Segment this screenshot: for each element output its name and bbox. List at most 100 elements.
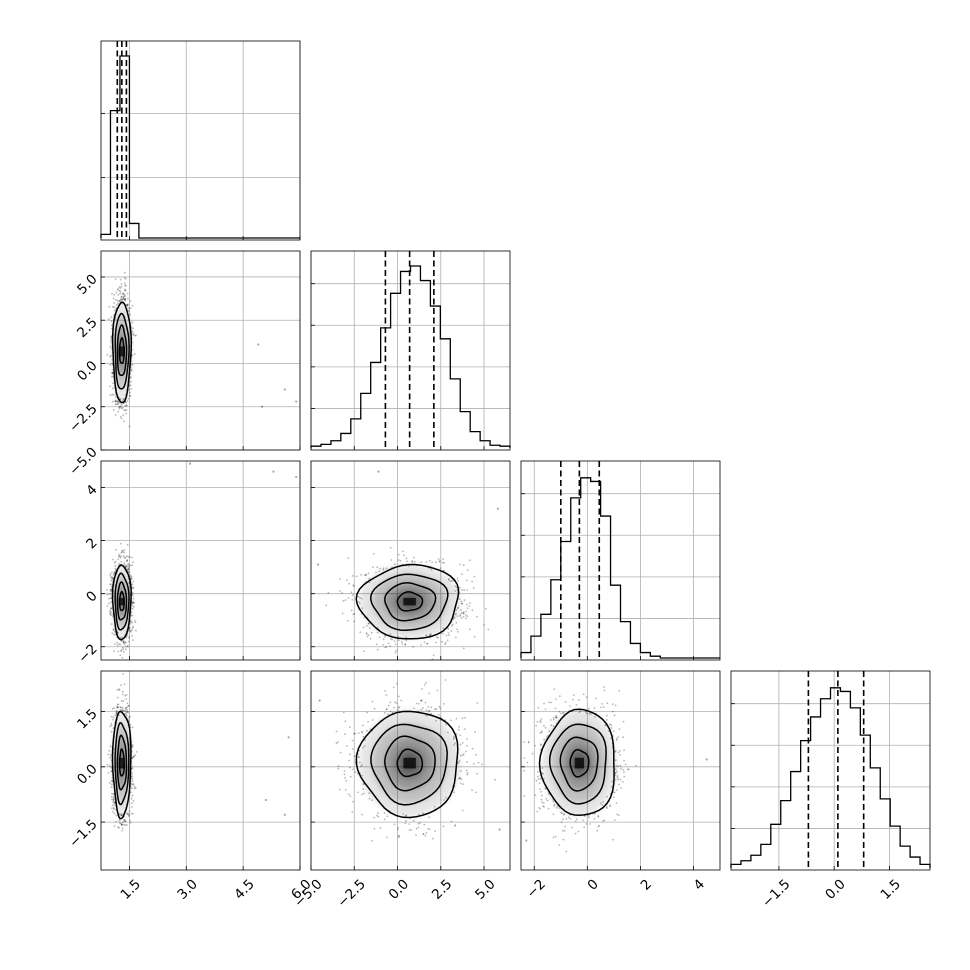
y-tick-label: −2 <box>75 641 100 666</box>
y-tick-label: −2.5 <box>66 401 100 435</box>
sample-point <box>397 709 400 711</box>
sample-point <box>539 720 542 722</box>
sample-point <box>460 609 462 611</box>
sample-point <box>397 559 400 561</box>
sample-point <box>543 805 545 808</box>
sample-point <box>555 717 558 719</box>
sample-point <box>394 701 396 703</box>
sample-point <box>109 593 112 595</box>
sample-point <box>422 833 425 835</box>
sample-point <box>131 363 134 366</box>
sample-point <box>120 403 123 406</box>
outlier-point <box>498 828 501 831</box>
sample-point <box>128 813 130 816</box>
sample-point <box>398 695 400 698</box>
sample-point <box>398 834 401 837</box>
sample-point <box>131 304 134 307</box>
sample-point <box>405 639 408 642</box>
sample-point <box>112 798 115 800</box>
sample-point <box>106 605 109 607</box>
sample-point <box>426 642 428 645</box>
sample-point <box>539 777 542 780</box>
sample-point <box>110 730 113 733</box>
sample-point <box>133 606 135 608</box>
sample-point <box>405 820 407 822</box>
sample-point <box>613 819 616 821</box>
sample-point <box>126 560 128 563</box>
sample-point <box>378 636 381 639</box>
outlier-point <box>525 839 528 842</box>
sample-point <box>135 629 137 632</box>
sample-point <box>123 556 126 559</box>
sample-point <box>386 836 388 839</box>
sample-point <box>606 702 609 705</box>
sample-point <box>130 630 132 633</box>
sample-point <box>129 384 132 387</box>
sample-point <box>385 708 388 710</box>
sample-point <box>119 654 122 657</box>
sample-point <box>626 768 629 771</box>
sample-point <box>130 575 133 578</box>
sample-point <box>346 579 348 581</box>
sample-point <box>447 632 450 634</box>
sample-point <box>126 710 129 713</box>
sample-point <box>131 806 133 808</box>
sample-point <box>553 803 556 806</box>
sample-point <box>413 560 416 563</box>
sample-point <box>135 334 137 337</box>
sample-point <box>353 620 355 623</box>
sample-point <box>110 597 112 599</box>
sample-point <box>536 720 539 723</box>
sample-point <box>460 617 463 619</box>
sample-point <box>123 650 125 653</box>
sample-point <box>116 706 119 709</box>
sample-point <box>443 562 445 564</box>
sample-point <box>121 297 124 300</box>
sample-point <box>113 825 116 827</box>
sample-point <box>131 757 134 760</box>
sample-point <box>466 589 469 591</box>
sample-point <box>477 761 480 764</box>
sample-point <box>459 777 462 780</box>
sample-point <box>121 823 123 826</box>
sample-point <box>373 816 375 819</box>
sample-point <box>411 560 414 562</box>
density-peak <box>118 597 125 606</box>
sample-point <box>359 631 362 634</box>
sample-point <box>120 824 123 827</box>
sample-point <box>118 289 121 292</box>
sample-point <box>129 622 132 625</box>
sample-point <box>425 681 427 684</box>
sample-point <box>114 804 116 807</box>
sample-point <box>121 707 124 709</box>
sample-point <box>412 646 414 648</box>
sample-point <box>131 614 134 617</box>
sample-point <box>112 707 114 710</box>
sample-point <box>123 549 126 551</box>
sample-point <box>129 574 132 577</box>
sample-point <box>134 754 137 756</box>
sample-point <box>113 634 115 636</box>
contour-line <box>370 573 449 632</box>
sample-point <box>125 404 128 407</box>
sample-point <box>131 564 134 567</box>
sample-point <box>610 724 613 727</box>
sample-point <box>403 554 405 557</box>
sample-point <box>113 792 115 795</box>
sample-point <box>128 425 131 428</box>
sample-point <box>131 794 134 797</box>
sample-point <box>109 589 112 591</box>
sample-point <box>120 650 123 652</box>
sample-point <box>371 839 373 842</box>
sample-point <box>562 712 564 714</box>
sample-point <box>459 615 462 617</box>
sample-point <box>352 585 355 587</box>
sample-point <box>466 738 469 740</box>
sample-point <box>123 271 126 274</box>
sample-point <box>444 723 447 726</box>
sample-point <box>122 550 125 552</box>
sample-point <box>462 753 465 755</box>
sample-point <box>131 778 134 780</box>
x-tick-label: −5.0 <box>291 876 325 910</box>
sample-point <box>116 706 119 709</box>
